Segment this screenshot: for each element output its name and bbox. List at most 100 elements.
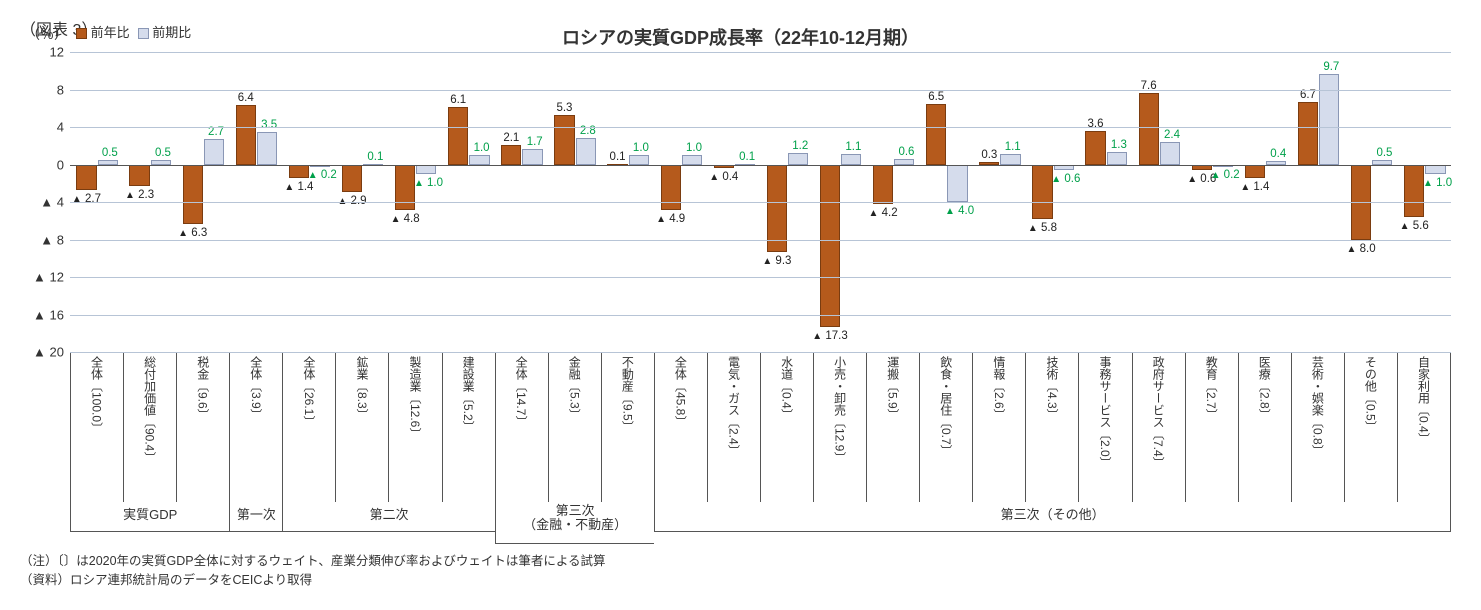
qoq-bar: [682, 155, 702, 164]
yoy-bar: [1404, 165, 1424, 218]
x-category-label: 情報〔2.6〕: [972, 352, 1025, 502]
qoq-value-label: 1.0: [686, 143, 702, 155]
x-category-label: 芸術・娯楽〔0.8〕: [1291, 352, 1344, 502]
gridline: [70, 90, 1451, 91]
x-category-label: 全体〔26.1〕: [282, 352, 335, 502]
x-category-label: 総付加価値〔90.4〕: [123, 352, 176, 502]
yoy-value-label: ▲ 6.3: [178, 228, 207, 240]
yoy-value-label: ▲ 2.7: [72, 194, 101, 206]
gridline: [70, 202, 1451, 203]
legend-item-qoq: 前期比: [138, 22, 192, 41]
x-category-label: 技術〔4.3〕: [1025, 352, 1078, 502]
x-category-label: 全体〔45.8〕: [654, 352, 707, 502]
yoy-value-label: 0.1: [610, 152, 626, 164]
x-category-label: 建設業〔5.2〕: [442, 352, 495, 502]
x-category-label: 政府サービス〔7.4〕: [1132, 352, 1185, 502]
legend-swatch-yoy: [76, 28, 87, 39]
chart-container: （％） 前年比 前期比 ロシアの実質GDP成長率（22年10-12月期） ▲ 2…: [20, 24, 1461, 542]
x-category-label: 教育〔2.7〕: [1185, 352, 1238, 502]
qoq-value-label: 0.1: [367, 152, 383, 164]
group-label: 第一次: [229, 502, 282, 532]
yoy-bar: [501, 145, 521, 165]
qoq-value-label: 1.7: [527, 137, 543, 149]
qoq-value-label: 3.5: [261, 120, 277, 132]
y-tick-label: ▲ 16: [20, 307, 64, 322]
yoy-bar: [342, 165, 362, 192]
gridline: [70, 277, 1451, 278]
yoy-bar: [1032, 165, 1052, 219]
qoq-value-label: 0.5: [155, 148, 171, 160]
yoy-bar: [129, 165, 149, 187]
yoy-value-label: 2.1: [503, 133, 519, 145]
yoy-bar: [554, 115, 574, 165]
y-tick-label: 8: [20, 82, 64, 97]
qoq-value-label: ▲ 1.0: [414, 178, 443, 190]
yoy-value-label: 7.6: [1141, 81, 1157, 93]
qoq-bar: [257, 132, 277, 165]
yoy-bar: [873, 165, 893, 204]
yoy-bar: [76, 165, 96, 190]
yoy-bar: [1298, 102, 1318, 165]
yoy-bar: [183, 165, 203, 224]
x-category-label: 電気・ガス〔2.4〕: [707, 352, 760, 502]
yoy-value-label: 6.5: [928, 92, 944, 104]
yoy-bar: [236, 105, 256, 165]
x-category-label: その他〔0.5〕: [1344, 352, 1397, 502]
yoy-value-label: ▲ 9.3: [762, 256, 791, 268]
x-category-label: 全体〔3.9〕: [229, 352, 282, 502]
gridline: [70, 240, 1451, 241]
yoy-value-label: 6.4: [238, 93, 254, 105]
legend-item-yoy: 前年比: [76, 22, 130, 41]
gridline: [70, 352, 1451, 353]
x-category-label: 不動産〔9.5〕: [601, 352, 654, 502]
yoy-value-label: ▲ 4.8: [391, 214, 420, 226]
yoy-bar: [1085, 131, 1105, 165]
x-category-label: 医療〔2.8〕: [1238, 352, 1291, 502]
legend-label-yoy: 前年比: [91, 25, 130, 40]
qoq-value-label: 1.0: [474, 143, 490, 155]
qoq-value-label: 1.1: [1005, 142, 1021, 154]
qoq-value-label: 0.5: [1376, 148, 1392, 160]
qoq-bar: [841, 154, 861, 164]
yoy-bar: [1245, 165, 1265, 178]
x-category-label: 自家利用〔0.4〕: [1397, 352, 1451, 502]
x-category-label: 鉱業〔8.3〕: [335, 352, 388, 502]
yoy-value-label: 0.3: [981, 150, 997, 162]
chart-notes: （注）〔〕は2020年の実質GDP全体に対するウェイト、産業分類伸び率およびウェ…: [20, 552, 1461, 590]
qoq-value-label: 9.7: [1323, 62, 1339, 74]
x-category-label: 金融〔5.3〕: [548, 352, 601, 502]
chart-plot-area: ▲ 2.70.5▲ 2.30.5▲ 6.32.76.43.5▲ 1.4▲ 0.2…: [70, 52, 1451, 352]
qoq-value-label: 0.6: [898, 147, 914, 159]
x-axis-labels: 全体〔100.0〕総付加価値〔90.4〕税金〔9.6〕全体〔3.9〕全体〔26.…: [70, 352, 1451, 502]
legend-swatch-qoq: [138, 28, 149, 39]
qoq-bar: [522, 149, 542, 165]
qoq-value-label: 1.0: [633, 143, 649, 155]
qoq-value-label: 1.1: [845, 142, 861, 154]
yoy-value-label: ▲ 0.4: [709, 172, 738, 184]
x-category-label: 小売・卸売〔12.9〕: [813, 352, 866, 502]
yoy-value-label: 6.7: [1300, 90, 1316, 102]
y-axis-unit: （％）: [26, 24, 68, 44]
y-tick-label: ▲ 12: [20, 270, 64, 285]
yoy-value-label: ▲ 8.0: [1347, 244, 1376, 256]
yoy-value-label: ▲ 5.6: [1400, 221, 1429, 233]
qoq-bar: [1319, 74, 1339, 165]
qoq-bar: [469, 155, 489, 164]
yoy-value-label: ▲ 2.3: [125, 190, 154, 202]
qoq-value-label: 1.3: [1111, 140, 1127, 152]
qoq-value-label: 2.7: [208, 127, 224, 139]
qoq-value-label: ▲ 0.2: [1211, 170, 1240, 182]
y-tick-label: 4: [20, 120, 64, 135]
qoq-bar: [576, 138, 596, 164]
qoq-value-label: ▲ 0.2: [308, 170, 337, 182]
chart-title: ロシアの実質GDP成長率（22年10-12月期）: [20, 24, 1461, 50]
y-tick-label: ▲ 4: [20, 195, 64, 210]
qoq-bar: [204, 139, 224, 164]
qoq-bar: [1160, 142, 1180, 165]
yoy-bar: [448, 107, 468, 164]
qoq-value-label: 0.4: [1270, 149, 1286, 161]
yoy-bar: [1139, 93, 1159, 164]
gridline: [70, 165, 1451, 166]
y-tick-label: 0: [20, 157, 64, 172]
legend-label-qoq: 前期比: [152, 25, 191, 40]
